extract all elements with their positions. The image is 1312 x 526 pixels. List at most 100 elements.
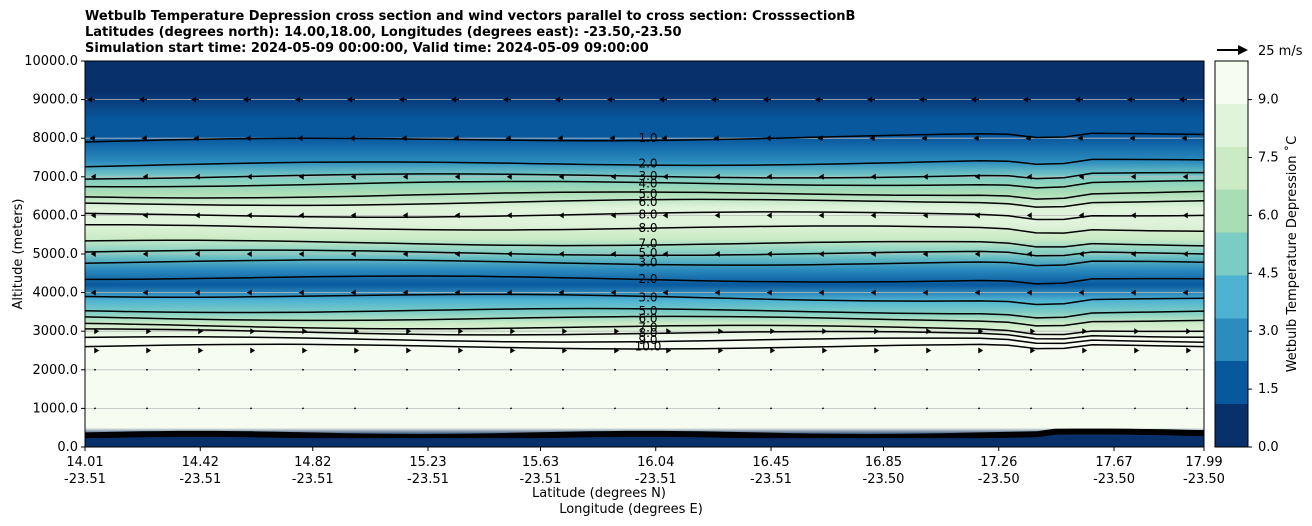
wind-vector-head bbox=[1078, 212, 1084, 219]
wind-vector-head bbox=[454, 289, 460, 296]
contour-line bbox=[85, 198, 1204, 208]
wind-vector-head bbox=[146, 347, 152, 354]
wind-vector bbox=[510, 368, 512, 371]
wind-vector-head bbox=[610, 173, 616, 180]
wind-vector-head bbox=[609, 135, 615, 142]
wind-vector-head bbox=[295, 96, 301, 103]
wind-vector-head bbox=[94, 347, 100, 354]
y-tick-label: 1000.0 bbox=[33, 401, 79, 416]
wind-vector-head bbox=[1179, 96, 1185, 103]
chart-title-line-1: Wetbulb Temperature Depression cross sec… bbox=[85, 9, 856, 24]
contour-line bbox=[85, 223, 1204, 234]
wind-vector-head bbox=[1023, 96, 1029, 103]
wind-vector-head bbox=[87, 96, 93, 103]
wind-vector-head bbox=[1082, 328, 1088, 335]
wind-vector-head bbox=[506, 173, 512, 180]
contour-line bbox=[85, 239, 1204, 248]
wind-vector-head bbox=[973, 135, 979, 142]
contour-label: 7.0 bbox=[638, 236, 657, 250]
contour-line bbox=[85, 322, 1204, 336]
y-tick-label: 10000.0 bbox=[24, 54, 78, 69]
wind-vector-head bbox=[1130, 173, 1136, 180]
wind-vector-head bbox=[1181, 135, 1187, 142]
wind-vector-head bbox=[919, 96, 925, 103]
wind-vector-head bbox=[770, 347, 776, 354]
wind-vector-head bbox=[922, 173, 928, 180]
surface-moist-layer bbox=[85, 438, 1204, 447]
x-tick-label-lon: -23.50 bbox=[978, 472, 1020, 487]
wind-vector-head bbox=[510, 328, 516, 335]
wind-vector-head bbox=[818, 212, 824, 219]
wind-vector-head bbox=[666, 328, 672, 335]
y-tick-label: 8000.0 bbox=[33, 131, 79, 146]
contour-line bbox=[85, 211, 1204, 221]
wind-vector-head bbox=[1186, 328, 1192, 335]
surface-band bbox=[85, 428, 1204, 447]
wind-vector bbox=[770, 368, 772, 371]
x-tick-label-lon: -23.51 bbox=[750, 472, 792, 487]
contour-label: 7.0 bbox=[638, 320, 657, 334]
y-tick-label: 9000.0 bbox=[33, 93, 79, 108]
wind-vector-head bbox=[297, 135, 303, 142]
wind-vector bbox=[198, 368, 200, 371]
wind-vector-head bbox=[659, 96, 665, 103]
wind-vector-head bbox=[298, 289, 304, 296]
chart-title-line-2: Latitudes (degrees north): 14.00,18.00, … bbox=[85, 25, 682, 40]
x-tick-label-lat: 14.82 bbox=[294, 455, 331, 470]
wind-vector-head bbox=[1078, 289, 1084, 296]
wind-vector-head bbox=[815, 96, 821, 103]
wind-vector bbox=[406, 407, 408, 410]
wind-vector-head bbox=[1186, 347, 1192, 354]
x-tick-label-lat: 17.99 bbox=[1185, 455, 1222, 470]
wind-vector-head bbox=[818, 173, 824, 180]
contour-label: 5.0 bbox=[638, 246, 657, 260]
contour-label: 6.0 bbox=[638, 195, 657, 209]
wind-vector-head bbox=[1182, 212, 1188, 219]
wind-vector bbox=[146, 368, 148, 371]
wind-vector-head bbox=[245, 135, 251, 142]
wind-vector bbox=[146, 407, 148, 410]
wind-vector-head bbox=[349, 135, 355, 142]
wind-vector-head bbox=[298, 173, 304, 180]
wind-vector bbox=[1082, 368, 1084, 371]
wind-vector-head bbox=[1082, 347, 1088, 354]
wind-vector-head bbox=[250, 347, 256, 354]
wind-vector-head bbox=[401, 135, 407, 142]
wind-key-arrow-head bbox=[1238, 45, 1248, 55]
contour-line bbox=[85, 343, 1204, 350]
wind-vector-head bbox=[610, 289, 616, 296]
wind-vector-head bbox=[1025, 135, 1031, 142]
wind-vector-head bbox=[1134, 328, 1140, 335]
contour-line bbox=[85, 179, 1204, 189]
contour-label: 5.0 bbox=[638, 187, 657, 201]
wind-vector bbox=[926, 368, 928, 371]
surface-contour-band bbox=[85, 428, 1204, 441]
wind-vector-head bbox=[193, 135, 199, 142]
wind-vector-head bbox=[867, 96, 873, 103]
wind-vector bbox=[1030, 368, 1032, 371]
wind-vector-head bbox=[243, 96, 249, 103]
contour-line bbox=[85, 293, 1204, 306]
contour-line bbox=[85, 275, 1204, 285]
wind-vector-head bbox=[662, 289, 668, 296]
wind-vector-head bbox=[503, 96, 509, 103]
colorbar-tick-label: 0.0 bbox=[1258, 440, 1279, 455]
wind-vector-head bbox=[246, 251, 252, 257]
colorbar-scale bbox=[1214, 60, 1249, 448]
wind-vector bbox=[926, 407, 928, 410]
y-axis-label: Altitude (meters) bbox=[11, 199, 26, 310]
wind-vector-head bbox=[555, 96, 561, 103]
wind-vector-head bbox=[874, 347, 880, 354]
contour-label: 2.0 bbox=[638, 156, 657, 170]
wind-vector-head bbox=[922, 212, 928, 219]
wind-vector-head bbox=[714, 251, 720, 257]
wind-vector-head bbox=[246, 212, 252, 219]
wind-vector-head bbox=[94, 328, 100, 335]
x-tick-label-lat: 16.04 bbox=[637, 455, 674, 470]
wind-vector bbox=[1030, 407, 1032, 410]
wind-vector-head bbox=[1078, 251, 1084, 257]
wind-vector-head bbox=[978, 328, 984, 335]
wind-vector-head bbox=[558, 289, 564, 296]
wind-vector-head bbox=[1078, 173, 1084, 180]
